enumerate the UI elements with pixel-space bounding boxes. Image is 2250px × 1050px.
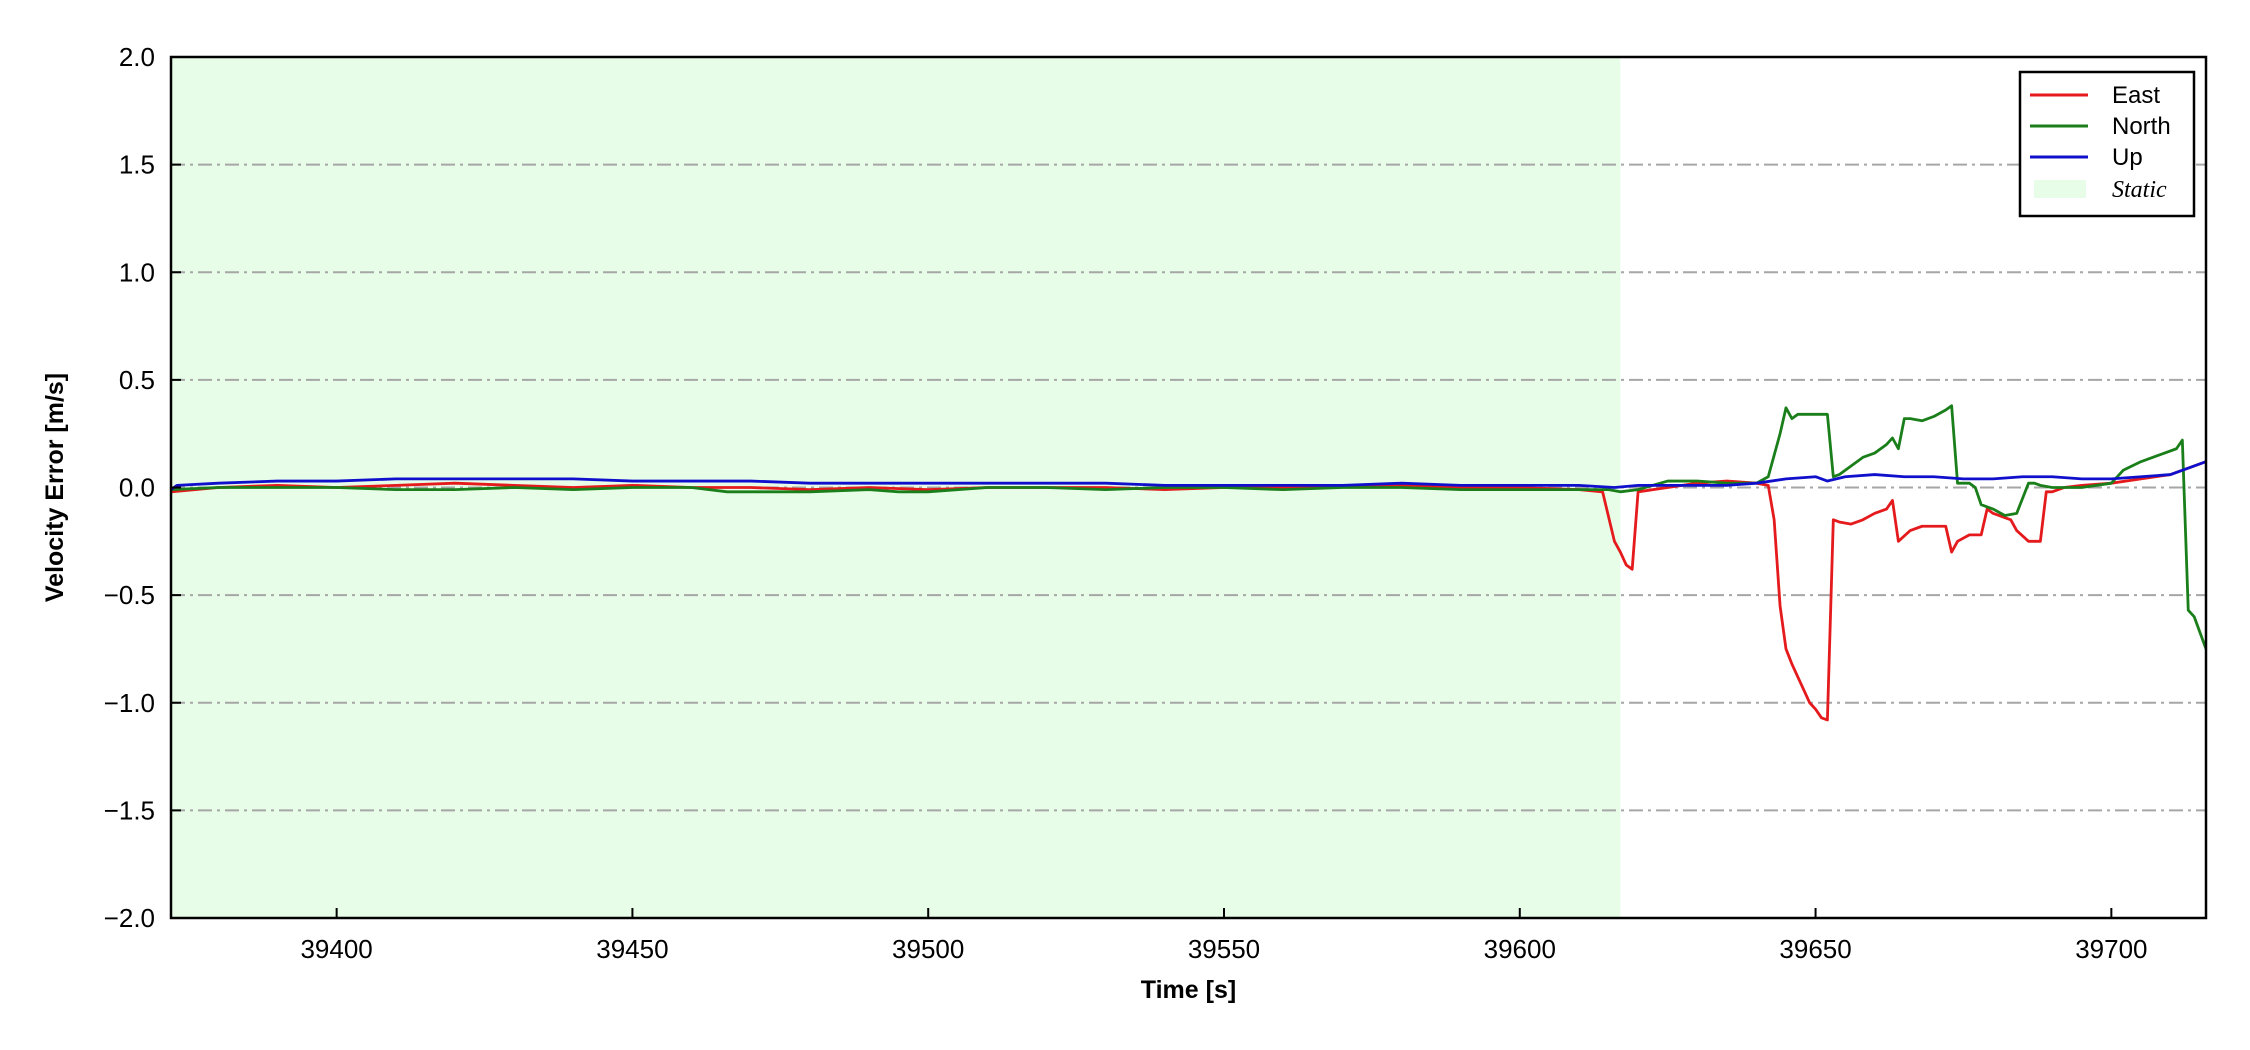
x-tick-label: 39600 bbox=[1484, 934, 1556, 964]
y-tick-label: 1.5 bbox=[119, 150, 155, 180]
legend-item-up: Up bbox=[2030, 144, 2143, 171]
grid-layer bbox=[171, 163, 2206, 812]
series-line-north bbox=[171, 404, 2206, 651]
x-tick-label: 39700 bbox=[2075, 934, 2147, 964]
x-tick-label: 39550 bbox=[1188, 934, 1260, 964]
legend-item-east: East bbox=[2030, 82, 2160, 109]
y-axis-title: Velocity Error [m/s] bbox=[41, 373, 69, 602]
legend-item-north: North bbox=[2030, 113, 2171, 140]
series-layer bbox=[171, 404, 2206, 722]
y-tick-label: 0.5 bbox=[119, 365, 155, 395]
legend-label: North bbox=[2112, 113, 2171, 140]
y-tick-label: 0.0 bbox=[119, 473, 155, 503]
y-tick-label: −2.0 bbox=[104, 903, 155, 933]
series-line-east bbox=[171, 460, 2206, 722]
y-tick-label: −1.5 bbox=[104, 795, 155, 825]
legend-swatch bbox=[2034, 180, 2086, 198]
x-tick-label: 39500 bbox=[892, 934, 964, 964]
y-tick-label: −1.0 bbox=[104, 688, 155, 718]
x-axis-title: Time [s] bbox=[1141, 976, 1236, 1004]
x-tick-label: 39650 bbox=[1779, 934, 1851, 964]
legend-items: East North Up Static bbox=[2030, 82, 2171, 203]
x-tick-label: 39400 bbox=[300, 934, 372, 964]
legend-label: Static bbox=[2112, 177, 2167, 203]
series-line-up bbox=[171, 460, 2206, 492]
axes-layer: 39400 39450 39500 39550 39600 39650 39700 −2.0 −… bbox=[104, 42, 2208, 964]
legend-label: Up bbox=[2112, 144, 2143, 171]
legend-item-static: Static bbox=[2034, 177, 2167, 203]
y-tick-label: −0.5 bbox=[104, 580, 155, 610]
x-tick-label: 39450 bbox=[596, 934, 668, 964]
legend: East North Up Static bbox=[2018, 70, 2196, 218]
y-tick-label: 1.0 bbox=[119, 257, 155, 287]
y-tick-label: 2.0 bbox=[119, 42, 155, 72]
legend-label: East bbox=[2112, 82, 2160, 109]
